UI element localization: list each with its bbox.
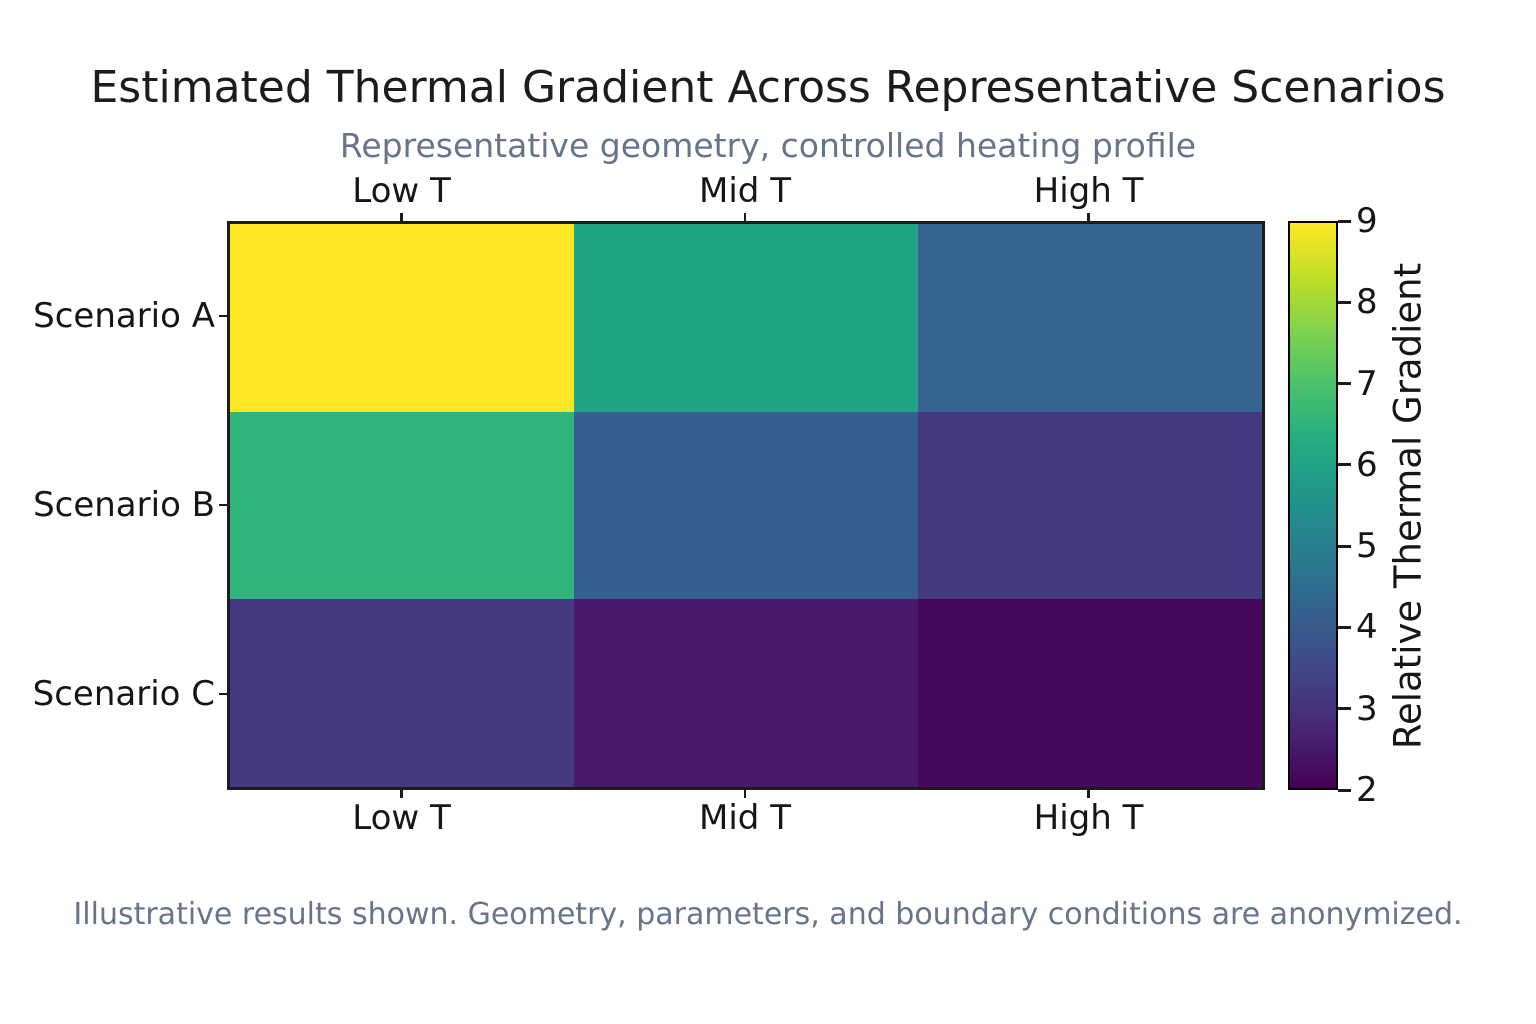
x-axis-top-tick — [1087, 213, 1090, 221]
x-axis-bottom-tick — [743, 790, 747, 798]
x-axis-bottom-tick — [1087, 790, 1090, 798]
heatmap-cell-r3c1 — [230, 599, 574, 787]
colorbar-tick-label: 6 — [1356, 444, 1378, 485]
colorbar-tick — [1338, 382, 1351, 386]
colorbar-tick-label: 4 — [1356, 607, 1378, 648]
x-axis-top-label: Low T — [352, 171, 451, 211]
x-axis-top-label: Mid T — [699, 171, 791, 211]
colorbar-tick-label: 2 — [1356, 770, 1378, 810]
chart-subtitle: Representative geometry, controlled heat… — [339, 126, 1197, 165]
heatmap-cell-r1c1 — [230, 224, 574, 412]
colorbar-tick — [1338, 300, 1351, 304]
colorbar-tick-label: 7 — [1356, 363, 1378, 404]
colorbar-tick — [1338, 544, 1351, 548]
y-axis-label: Scenario A — [33, 296, 215, 336]
y-axis-tick — [219, 503, 227, 507]
x-axis-top-label: High T — [1033, 171, 1144, 211]
chart-title: Estimated Thermal Gradient Across Repres… — [90, 62, 1446, 113]
heatmap-cell-r1c3 — [918, 224, 1262, 412]
colorbar-tick — [1338, 788, 1351, 792]
colorbar-tick-label: 3 — [1356, 688, 1378, 729]
x-axis-bottom-label: Low T — [352, 798, 451, 838]
heatmap-cell-r3c3 — [918, 599, 1262, 787]
x-axis-top-tick — [743, 213, 747, 221]
colorbar-tick — [1338, 219, 1351, 223]
colorbar-tick-label: 8 — [1356, 282, 1378, 323]
colorbar-tick-label: 5 — [1356, 526, 1378, 567]
y-axis-label: Scenario C — [32, 674, 215, 714]
colorbar-axis-label: Relative Thermal Gradient — [1386, 262, 1430, 750]
heatmap-grid — [227, 221, 1265, 790]
y-axis-tick — [219, 692, 227, 696]
colorbar-tick — [1338, 463, 1351, 467]
colorbar-tick — [1338, 625, 1351, 629]
heatmap-cell-r2c2 — [574, 411, 918, 600]
colorbar-tick — [1338, 707, 1351, 711]
y-axis-label: Scenario B — [33, 485, 215, 525]
heatmap-cell-r1c2 — [574, 224, 918, 412]
footnote: Illustrative results shown. Geometry, pa… — [73, 897, 1463, 932]
heatmap-cell-r2c3 — [918, 411, 1262, 600]
heatmap-cell-r2c1 — [230, 411, 574, 600]
colorbar-tick-label: 9 — [1356, 201, 1378, 241]
heatmap-cell-r3c2 — [574, 599, 918, 787]
x-axis-bottom-label: Mid T — [699, 798, 791, 838]
x-axis-top-tick — [400, 213, 403, 221]
colorbar — [1288, 221, 1338, 790]
x-axis-bottom-label: High T — [1033, 798, 1144, 838]
x-axis-bottom-tick — [400, 790, 403, 798]
y-axis-tick — [219, 314, 227, 318]
